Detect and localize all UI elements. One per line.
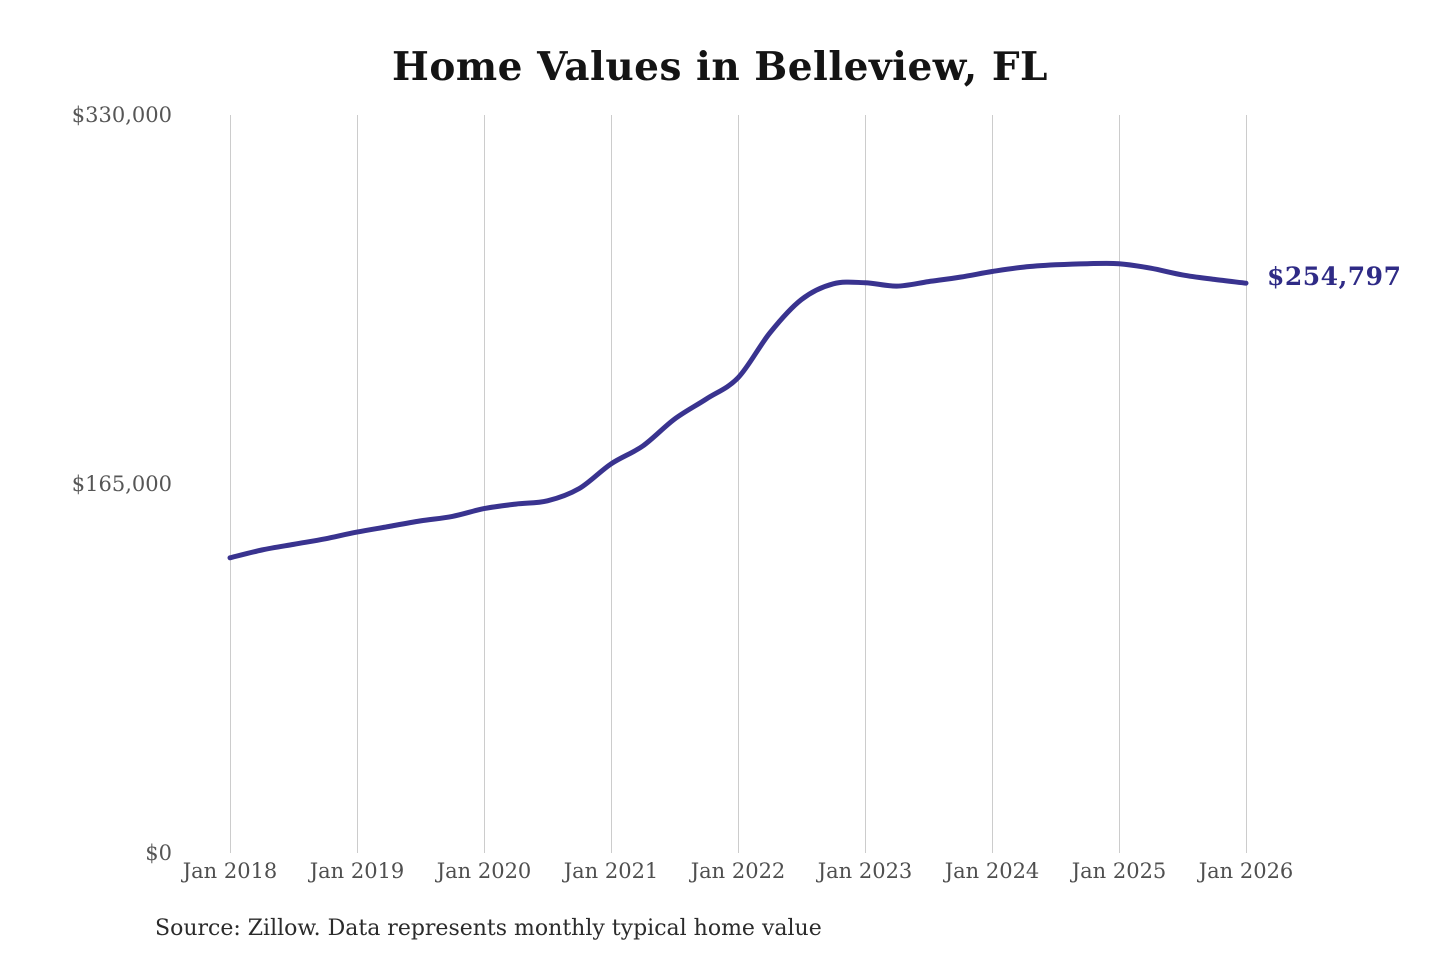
y-axis-label: $330,000 (71, 103, 172, 127)
y-axis-label: $0 (145, 841, 172, 865)
x-axis-label: Jan 2024 (944, 859, 1040, 883)
y-axis-label: $165,000 (71, 472, 172, 496)
x-axis-label: Jan 2021 (563, 859, 659, 883)
chart-title: Home Values in Belleview, FL (392, 44, 1048, 90)
year-gridlines (230, 115, 1247, 853)
x-axis-label: Jan 2023 (817, 859, 913, 883)
x-axis-label: Jan 2026 (1198, 859, 1294, 883)
home-value-line (227, 260, 1249, 561)
x-axis-label: Jan 2018 (182, 859, 278, 883)
x-axis-label: Jan 2019 (309, 859, 405, 883)
x-axis-label: Jan 2020 (436, 859, 532, 883)
source-note: Source: Zillow. Data represents monthly … (155, 916, 822, 941)
x-axis-label: Jan 2022 (690, 859, 786, 883)
current-value-label: $254,797 (1267, 262, 1402, 291)
x-axis-label: Jan 2025 (1071, 859, 1167, 883)
